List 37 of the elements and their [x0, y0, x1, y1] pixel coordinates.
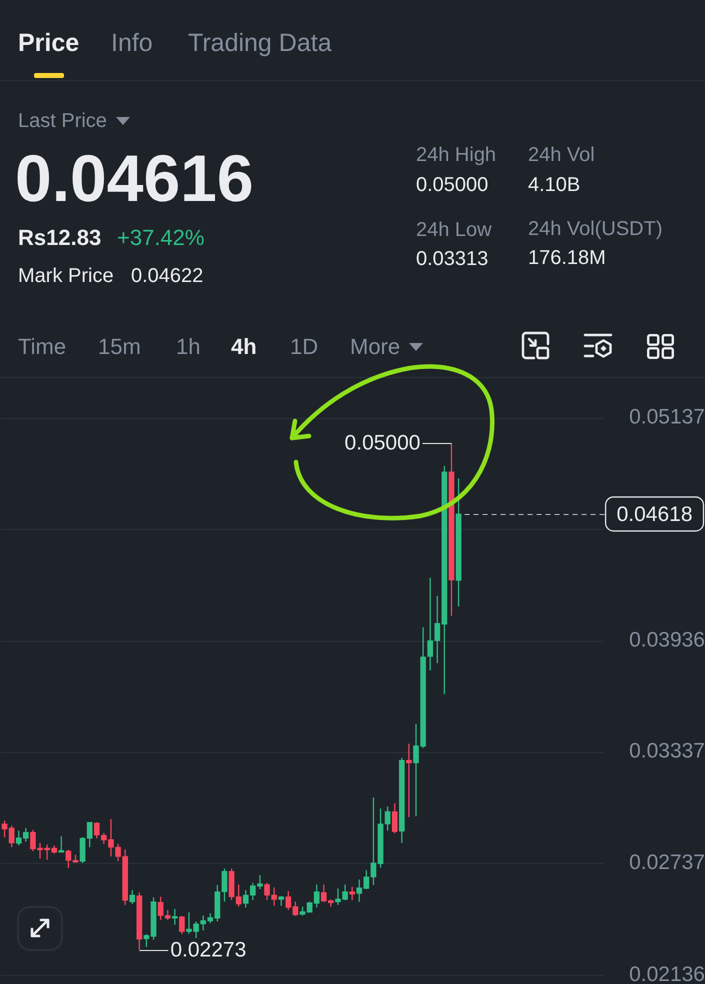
y-tick-label: 0.03337 [629, 740, 705, 763]
text: Rs12.83 [18, 225, 102, 251]
candlestick [58, 836, 64, 853]
candlestick [129, 890, 136, 905]
y-tick-label: 0.03936 [629, 628, 705, 652]
text: 4.10B [528, 174, 580, 196]
ref-line-label: 0.04618 [616, 502, 693, 526]
text: 24h Vol(USDT) [528, 218, 662, 240]
text: 0.04622 [131, 264, 204, 288]
annotation: 0.05000 [344, 431, 420, 454]
annotation: 0.02273 [170, 938, 246, 962]
text: 4h [231, 334, 257, 360]
text: 24h High [416, 144, 496, 166]
text: Info [111, 28, 153, 58]
text: 24h Low [416, 218, 492, 242]
text: 1h [176, 334, 200, 360]
candlestick [172, 908, 178, 926]
text: 15m [98, 334, 141, 360]
text: 176.18M [528, 246, 606, 270]
candlestick [392, 802, 398, 834]
text: Price [18, 28, 80, 58]
text: 24h Vol [528, 144, 595, 166]
text: 0.03313 [416, 248, 488, 270]
candlestick [179, 915, 185, 935]
text: Trading Data [188, 28, 332, 58]
y-tick-label: 0.05137 [629, 405, 705, 428]
candlestick [349, 886, 355, 901]
text: More [350, 334, 400, 360]
text: 0.04616 [15, 141, 254, 217]
text: 0.05000 [416, 174, 488, 196]
y-tick-label: 0.02136 [629, 962, 705, 984]
text: Mark Price [18, 264, 114, 288]
text: Last Price [18, 110, 107, 132]
text: +37.42% [117, 225, 204, 251]
text: 1D [290, 334, 318, 360]
text: Time [18, 334, 66, 360]
y-tick-label: 0.02737 [629, 851, 705, 874]
